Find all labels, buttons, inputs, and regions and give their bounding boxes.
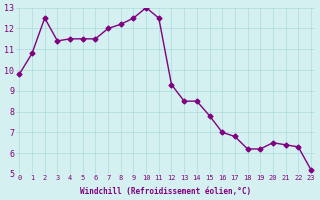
X-axis label: Windchill (Refroidissement éolien,°C): Windchill (Refroidissement éolien,°C) (80, 187, 251, 196)
